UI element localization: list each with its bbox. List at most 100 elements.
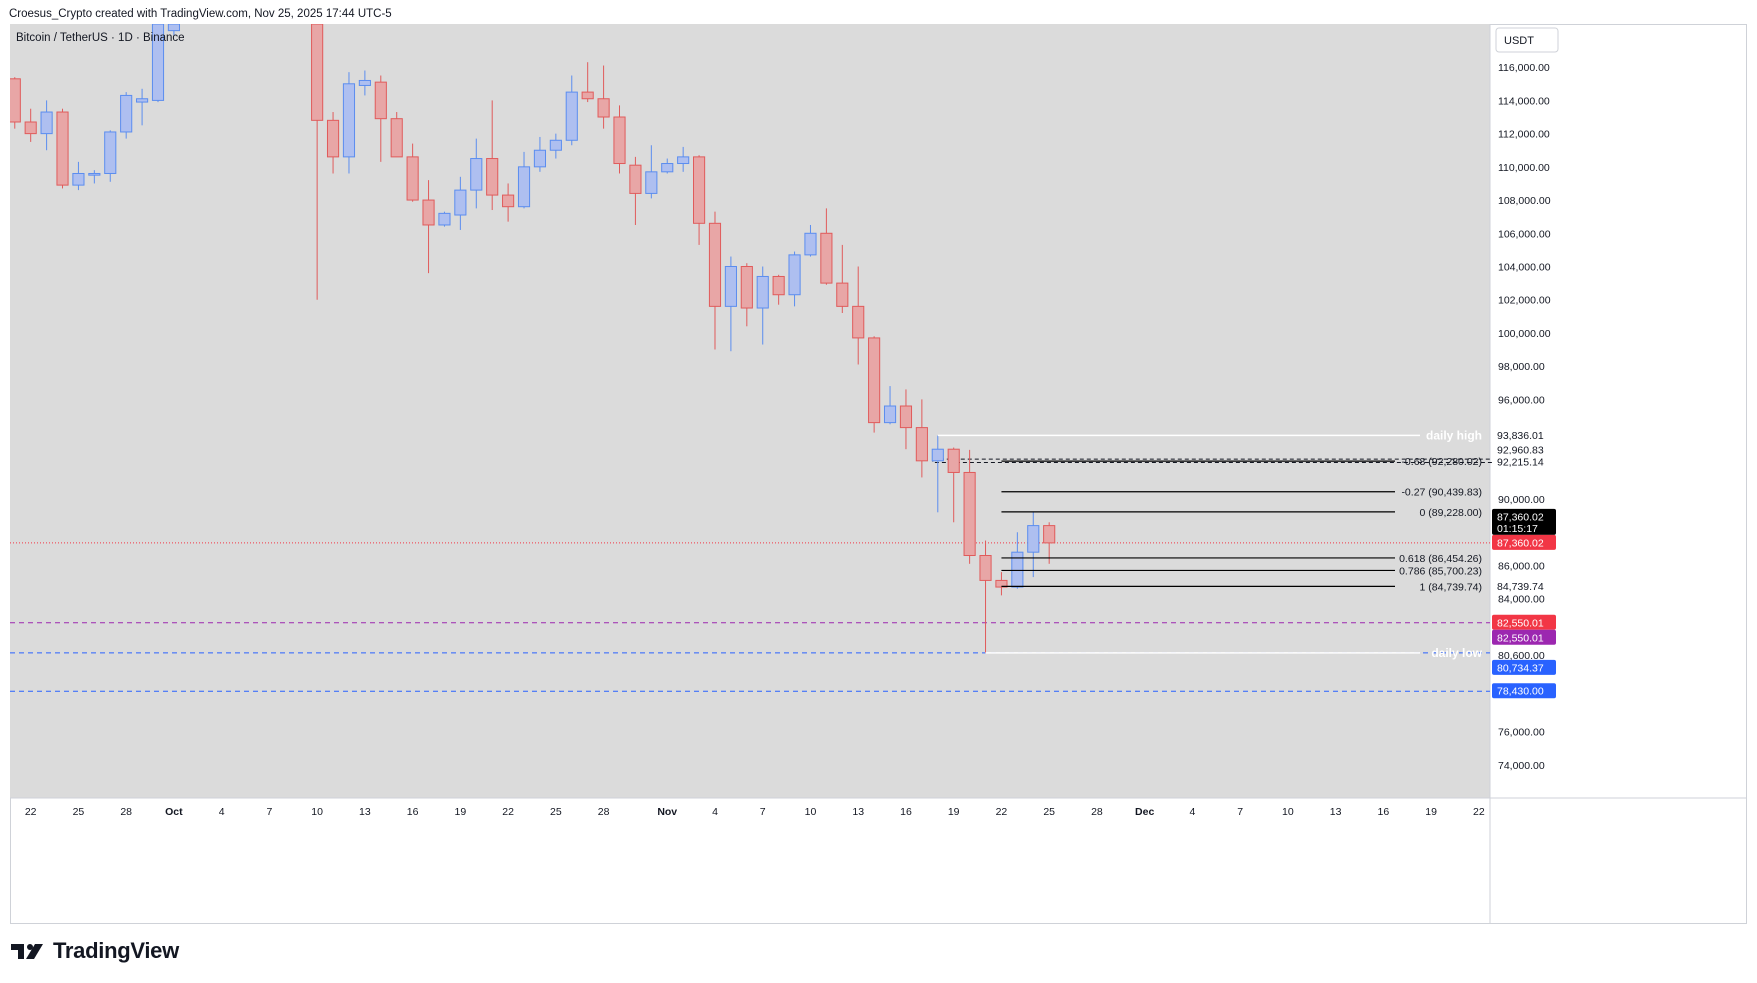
y-axis-tick-label: 86,000.00 bbox=[1498, 560, 1545, 572]
x-axis-tick-label: 28 bbox=[1091, 806, 1103, 818]
y-axis-tick-label: 112,000.00 bbox=[1498, 129, 1550, 141]
price-axis-label: 87,360.02 bbox=[1497, 511, 1544, 523]
candle-body bbox=[40, 111, 53, 135]
candle-body bbox=[342, 83, 356, 158]
x-axis-tick-label: 28 bbox=[598, 806, 610, 818]
candle-body bbox=[756, 275, 769, 309]
x-axis-tick-label: 28 bbox=[120, 806, 132, 818]
x-axis-tick-label: 4 bbox=[219, 806, 225, 818]
x-axis-tick-label: 22 bbox=[1473, 806, 1485, 818]
y-axis-tick-label: 104,000.00 bbox=[1498, 261, 1551, 273]
price-axis-label: 87,360.02 bbox=[1497, 537, 1544, 549]
currency-button-label: USDT bbox=[1504, 35, 1534, 47]
y-axis-tick-label: 90,000.00 bbox=[1498, 494, 1545, 506]
price-axis-label: 93,836.01 bbox=[1497, 430, 1544, 442]
candle-body bbox=[358, 79, 371, 86]
candle-body bbox=[72, 172, 85, 186]
fib-level-label: -0.27 (90,439.83) bbox=[1401, 487, 1482, 499]
price-axis-label-bg bbox=[1492, 614, 1556, 630]
x-axis-tick-label: 7 bbox=[266, 806, 272, 818]
price-axis-label-bg bbox=[1492, 508, 1556, 535]
candle-body bbox=[804, 232, 817, 256]
x-axis-tick-label: 4 bbox=[1189, 806, 1195, 818]
y-axis-tick-label: 76,000.00 bbox=[1498, 727, 1545, 739]
x-axis-tick-label: 4 bbox=[712, 806, 718, 818]
candle-body bbox=[868, 337, 881, 424]
fib-level-label: 0.786 (85,700.23) bbox=[1399, 565, 1482, 577]
candle-body bbox=[947, 448, 960, 473]
x-axis-tick-label: 22 bbox=[996, 806, 1008, 818]
candle-body bbox=[311, 24, 324, 121]
candle-body bbox=[1011, 551, 1024, 588]
x-axis-tick-label: 22 bbox=[25, 806, 37, 818]
x-axis-tick-label: Dec bbox=[1135, 806, 1154, 818]
y-axis-tick-label: 114,000.00 bbox=[1498, 95, 1550, 107]
price-axis-label-bg bbox=[1492, 454, 1556, 470]
candle-body bbox=[56, 111, 69, 186]
tradingview-logo-text: TradingView bbox=[53, 938, 179, 963]
candle-body bbox=[613, 116, 626, 165]
tradingview-logo[interactable]: TradingView bbox=[11, 938, 179, 964]
candle-body bbox=[24, 121, 37, 135]
x-axis-tick-label: 10 bbox=[1282, 806, 1294, 818]
candle-body bbox=[772, 275, 785, 296]
x-axis-tick-label: Oct bbox=[165, 806, 183, 818]
price-axis-label-bg bbox=[1492, 441, 1556, 457]
x-axis-tick-label: 16 bbox=[1378, 806, 1390, 818]
candle-body bbox=[120, 94, 133, 133]
candle-body bbox=[502, 194, 515, 208]
candle-body bbox=[406, 156, 419, 201]
x-axis-tick-label: 25 bbox=[550, 806, 562, 818]
price-axis-label: 78,430.00 bbox=[1497, 686, 1544, 698]
y-axis-tick-label: 80,600.00 bbox=[1498, 650, 1545, 662]
candle-body bbox=[438, 212, 451, 226]
tradingview-logo-icon bbox=[11, 944, 43, 959]
x-axis-tick-label: 7 bbox=[1237, 806, 1243, 818]
candle-body bbox=[597, 98, 610, 118]
range-line-label: daily high bbox=[1426, 428, 1482, 442]
x-axis-tick-label: 25 bbox=[73, 806, 85, 818]
x-axis-tick-label: 7 bbox=[760, 806, 766, 818]
candle-body bbox=[740, 265, 753, 309]
x-axis-tick-label: 10 bbox=[311, 806, 323, 818]
candle-body bbox=[326, 119, 340, 158]
candle-body bbox=[422, 199, 435, 226]
candle-body bbox=[931, 448, 944, 462]
candle-body bbox=[677, 156, 690, 165]
price-axis-label-bg bbox=[1492, 578, 1556, 594]
candle-body bbox=[724, 265, 737, 307]
candle-body bbox=[852, 305, 865, 339]
candle-body bbox=[549, 139, 562, 151]
candle-body bbox=[104, 131, 117, 174]
candle-body bbox=[486, 158, 499, 196]
plot-background bbox=[10, 24, 1490, 798]
price-axis-label-bg bbox=[1492, 427, 1556, 443]
price-axis-label-bg bbox=[1492, 683, 1556, 699]
currency-button[interactable] bbox=[1495, 27, 1559, 53]
candle-body bbox=[629, 164, 642, 194]
price-axis-label: 92,960.83 bbox=[1497, 444, 1544, 456]
chart-title: Bitcoin / TetherUS · 1D · Binance bbox=[16, 32, 185, 44]
x-axis-tick-label: 13 bbox=[1330, 806, 1342, 818]
y-axis-tick-label: 98,000.00 bbox=[1498, 361, 1545, 373]
candlestick-chart[interactable]: daily high daily low -0.68 (92,280.02) -0.2… bbox=[10, 24, 1747, 924]
y-axis-tick-label: 102,000.00 bbox=[1498, 295, 1551, 307]
candle-body bbox=[693, 156, 706, 224]
price-axis-label-bg bbox=[1492, 534, 1556, 550]
y-axis-tick-label: 96,000.00 bbox=[1498, 394, 1545, 406]
x-axis-tick-label: 22 bbox=[502, 806, 514, 818]
candle-body bbox=[995, 579, 1008, 588]
candle-body bbox=[151, 24, 165, 101]
candle-body bbox=[661, 163, 674, 173]
y-axis-tick-label: 100,000.00 bbox=[1498, 328, 1551, 340]
y-axis-tick-label: 74,000.00 bbox=[1498, 760, 1545, 772]
x-axis-tick-label: 13 bbox=[359, 806, 371, 818]
y-axis-tick-label: 110,000.00 bbox=[1498, 162, 1550, 174]
candle-body bbox=[836, 282, 849, 307]
price-axis-label: 82,550.01 bbox=[1497, 617, 1544, 629]
price-axis-label-bg bbox=[1492, 629, 1556, 645]
x-axis-tick-label: 13 bbox=[852, 806, 864, 818]
candle-body bbox=[136, 98, 149, 103]
candle-body bbox=[915, 427, 928, 462]
price-axis-label: 92,215.14 bbox=[1497, 457, 1544, 469]
